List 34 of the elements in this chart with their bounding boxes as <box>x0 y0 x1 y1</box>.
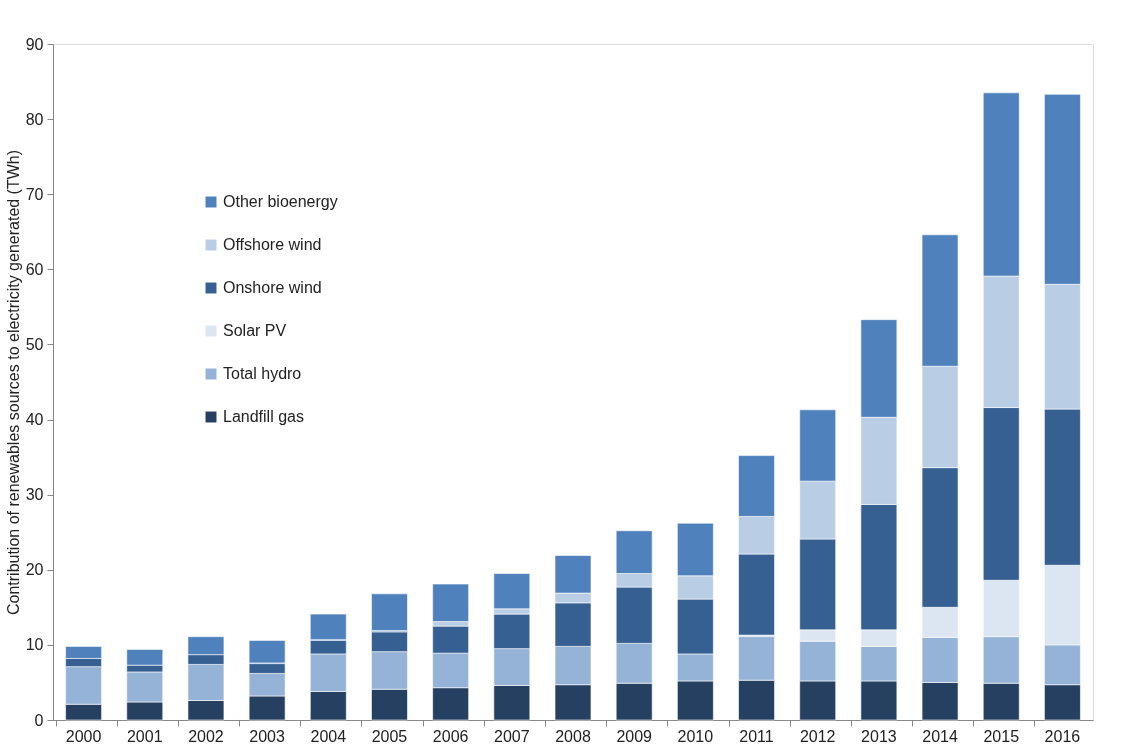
y-tick-label: 20 <box>25 561 44 579</box>
legend-label: Onshore wind <box>223 279 322 296</box>
x-tick-label: 2008 <box>555 727 591 745</box>
y-tick-label: 60 <box>25 260 44 278</box>
y-tick-label: 30 <box>25 486 44 504</box>
legend-label: Solar PV <box>223 322 287 339</box>
y-tick-label: 70 <box>25 185 44 203</box>
y-tick-label: 80 <box>25 110 44 128</box>
x-tick-label: 2002 <box>188 727 224 745</box>
y-tick-label: 10 <box>25 636 44 654</box>
x-tick-label: 2005 <box>371 727 408 745</box>
x-tick-label: 2006 <box>432 727 469 745</box>
x-tick-label: 2011 <box>739 727 774 745</box>
y-tick-label: 90 <box>25 35 44 53</box>
x-tick-label: 2004 <box>310 727 347 745</box>
x-tick-label: 2010 <box>677 727 714 745</box>
y-tick-label: 50 <box>25 335 44 353</box>
x-tick-label: 2009 <box>616 727 653 745</box>
x-tick-label: 2003 <box>249 727 286 745</box>
legend-label: Offshore wind <box>223 236 322 253</box>
x-tick-label: 2014 <box>922 727 958 745</box>
x-tick-label: 2001 <box>126 727 163 745</box>
x-tick-label: 2015 <box>983 727 1020 745</box>
legend-label: Landfill gas <box>223 408 304 425</box>
x-tick-label: 2013 <box>861 727 897 745</box>
x-tick-label: 2016 <box>1044 727 1081 745</box>
x-tick-label: 2012 <box>799 727 836 745</box>
x-tick-label: 2000 <box>65 727 102 745</box>
legend-label: Other bioenergy <box>223 193 338 210</box>
y-tick-label: 40 <box>25 411 44 429</box>
x-tick-label: 2007 <box>494 727 530 745</box>
legend-label: Total hydro <box>223 365 302 382</box>
y-axis-title: Contribution of renewables sources to electricity generated (TWh) <box>4 149 22 616</box>
y-tick-label: 0 <box>34 711 44 729</box>
